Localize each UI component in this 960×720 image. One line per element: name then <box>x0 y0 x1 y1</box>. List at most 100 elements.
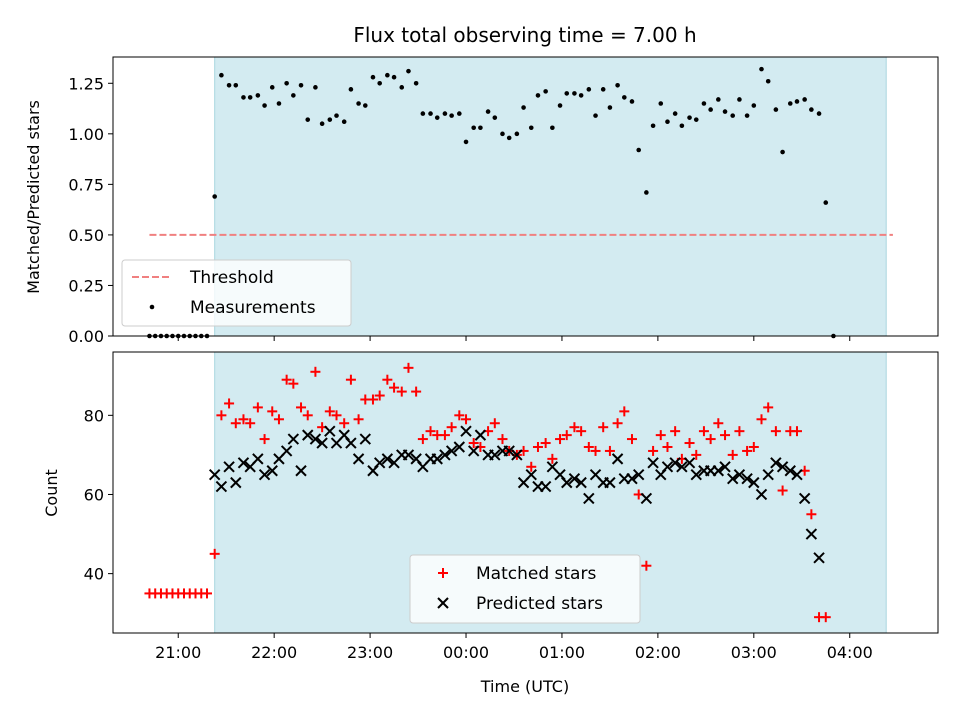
measurement-point <box>471 125 476 131</box>
bottom-marks <box>144 362 831 623</box>
predicted-star-point <box>661 461 674 473</box>
matched-star-point <box>655 430 666 441</box>
top-legend-box <box>121 259 352 327</box>
measurement-point <box>514 131 520 137</box>
predicted-star-point <box>712 465 725 477</box>
matched-star-point <box>526 461 537 472</box>
y-tick-label: 60 <box>84 485 104 504</box>
matched-star-point <box>569 422 580 433</box>
predicted-star-point <box>741 472 753 485</box>
measurement-point <box>701 101 707 106</box>
matched-legend-label: Matched stars <box>476 564 596 584</box>
y-tick-label: 0.50 <box>68 226 104 245</box>
predicted-star-point <box>798 492 811 505</box>
measurement-point <box>794 99 800 104</box>
matched-star-point <box>367 394 378 405</box>
matched-star-point <box>310 366 321 377</box>
top-marks <box>147 66 893 339</box>
predicted-star-point <box>762 468 774 481</box>
x-tick-label: 02:00 <box>635 643 681 662</box>
matched-star-point <box>734 426 745 437</box>
measurement-point <box>665 119 670 124</box>
measurement-point <box>802 97 807 102</box>
measurement-point <box>284 80 289 86</box>
predicted-star-point <box>676 461 688 473</box>
measurement-point <box>262 103 267 108</box>
y-tick-label: 1.00 <box>68 125 104 144</box>
matched-star-point <box>382 374 393 385</box>
top-y-ticks: 0.00 0.25 0.50 0.75 1.00 1.25 <box>68 74 113 346</box>
matched-star-point <box>403 362 414 373</box>
predicted-star-point <box>583 492 595 505</box>
predicted-star-point <box>568 472 581 485</box>
measurement-point <box>636 147 641 153</box>
measurement-point <box>233 83 239 88</box>
bottom-y-axis-label: Count <box>42 469 61 517</box>
measurement-point <box>420 111 426 116</box>
measurement-point <box>348 87 354 92</box>
bottom-y-ticks: 40 60 80 <box>84 406 113 584</box>
predicted-star-point <box>784 465 796 477</box>
measurement-point <box>212 194 217 199</box>
predicted-star-point <box>503 445 515 457</box>
predicted-star-point <box>373 457 386 469</box>
predicted-star-point <box>252 453 264 465</box>
measurement-point <box>406 68 411 74</box>
measurement-point <box>269 85 275 90</box>
top-y-axis-label: Matched/Predicted stars <box>24 100 43 294</box>
measurement-point <box>247 95 253 100</box>
matched-star-point <box>454 410 465 421</box>
matched-star-point <box>590 445 601 456</box>
matched-star-point <box>705 434 716 445</box>
measurement-point <box>219 72 224 78</box>
predicted-star-point <box>295 465 307 477</box>
measurement-point <box>622 95 627 100</box>
measurement-point <box>679 123 685 129</box>
predicted-star-point <box>719 461 731 473</box>
matched-star-point <box>396 386 407 397</box>
matched-star-point <box>763 402 774 413</box>
predicted-star-point <box>453 441 466 453</box>
matched-legend-marker <box>438 568 448 578</box>
predicted-star-point <box>611 453 624 465</box>
bottom-plot-frame <box>112 351 939 634</box>
predicted-star-point <box>683 457 696 469</box>
matched-star-point <box>425 426 436 437</box>
predicted-star-point <box>727 472 739 485</box>
matched-star-point <box>353 414 364 425</box>
matched-star-point <box>648 445 659 456</box>
x-tick-label: 04:00 <box>827 643 873 662</box>
predicted-star-point <box>669 457 681 469</box>
measurement-point <box>442 111 448 116</box>
matched-star-point <box>339 418 350 429</box>
predicted-star-point <box>324 425 336 437</box>
measurement-point <box>658 101 664 106</box>
bottom-legend-box <box>409 554 641 624</box>
matched-star-point <box>202 588 213 599</box>
measurement-point <box>241 95 246 100</box>
y-tick-label: 0.00 <box>68 327 104 346</box>
measurement-point <box>672 111 678 116</box>
measurement-point <box>615 83 620 88</box>
measurement-point <box>506 135 512 141</box>
measurements-legend-label: Measurements <box>190 298 316 318</box>
predicted-star-point <box>575 476 587 489</box>
matched-star-point <box>662 441 673 452</box>
measurement-point <box>463 139 469 145</box>
measurement-point <box>528 125 534 131</box>
bottom-legend: Matched stars Predicted stars <box>409 554 641 624</box>
matched-star-point <box>267 406 278 417</box>
measurement-point <box>687 115 692 120</box>
measurement-point <box>399 85 405 90</box>
predicted-star-point <box>511 449 523 461</box>
measurement-point <box>716 97 721 102</box>
predicted-star-point <box>640 492 653 505</box>
predicted-star-point <box>316 437 328 449</box>
matched-legend-swatch <box>438 568 448 578</box>
measurement-point <box>586 87 592 92</box>
measurement-point <box>600 87 606 92</box>
measurement-point <box>759 66 764 72</box>
matched-star-point <box>296 402 307 413</box>
measurement-point <box>334 113 339 118</box>
predicted-star-point <box>460 425 472 437</box>
